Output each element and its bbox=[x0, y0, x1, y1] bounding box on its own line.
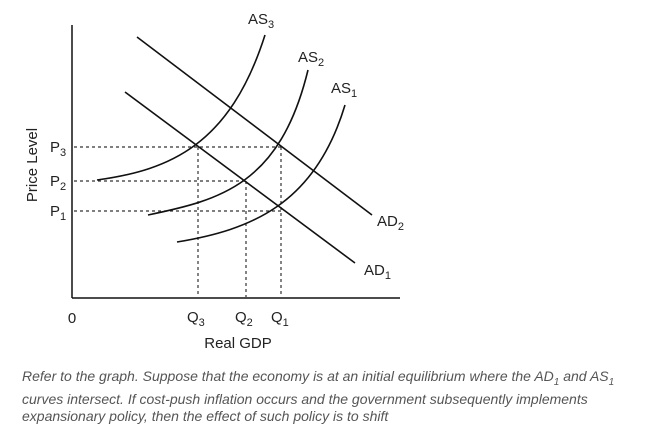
tick-sub: 2 bbox=[60, 181, 66, 193]
label-sub: 2 bbox=[318, 57, 324, 69]
tick-main: Q bbox=[235, 309, 247, 326]
label-main: AS bbox=[298, 49, 318, 66]
label-main: AD bbox=[364, 262, 385, 279]
ad2-curve bbox=[136, 36, 373, 216]
tick-sub: 1 bbox=[60, 211, 66, 223]
quantity-tick: Q1 bbox=[271, 309, 289, 329]
caption-text: curves intersect. If cost-push inflation… bbox=[22, 390, 588, 424]
diagram: Price Level Real GDP 0 P3 P2 P1 Q3 Q2 Q1… bbox=[24, 11, 404, 352]
tick-main: P bbox=[50, 139, 60, 156]
tick-sub: 3 bbox=[199, 317, 205, 329]
curve-label: AD2 bbox=[377, 213, 404, 233]
label-sub: 1 bbox=[351, 88, 357, 100]
caption-sub: 1 bbox=[608, 376, 615, 388]
ad1-curve bbox=[124, 91, 356, 264]
label-main: AS bbox=[331, 80, 351, 97]
label-sub: 1 bbox=[385, 270, 391, 282]
tick-sub: 2 bbox=[247, 317, 253, 329]
tick-sub: 1 bbox=[283, 317, 289, 329]
tick-sub: 3 bbox=[60, 147, 66, 159]
guides bbox=[74, 146, 282, 297]
curves bbox=[96, 34, 373, 264]
as2-curve bbox=[147, 69, 309, 216]
curve-label: AS2 bbox=[298, 49, 324, 69]
label-main: AS bbox=[248, 11, 268, 28]
tick-main: P bbox=[50, 203, 60, 220]
price-tick: P1 bbox=[50, 203, 66, 223]
tick-main: P bbox=[50, 173, 60, 190]
label-main: AD bbox=[377, 213, 398, 230]
label-sub: 2 bbox=[398, 221, 404, 233]
x-axis-label: Real GDP bbox=[204, 335, 272, 352]
curve-label: AS3 bbox=[248, 11, 274, 31]
as3-curve bbox=[96, 34, 266, 181]
quantity-tick: Q2 bbox=[235, 309, 253, 329]
curve-label: AS1 bbox=[331, 80, 357, 100]
curve-label: AD1 bbox=[364, 262, 391, 282]
as1-curve bbox=[176, 104, 346, 243]
caption-text: Refer to the graph. Suppose that the eco… bbox=[22, 368, 554, 384]
axes bbox=[71, 25, 400, 299]
y-axis-label: Price Level bbox=[24, 128, 41, 202]
caption-text: and AS bbox=[559, 368, 609, 384]
price-tick: P2 bbox=[50, 173, 66, 193]
label-sub: 3 bbox=[268, 19, 274, 31]
tick-main: Q bbox=[271, 309, 283, 326]
caption: Refer to the graph. Suppose that the eco… bbox=[22, 368, 642, 425]
caption-sub: 1 bbox=[553, 376, 560, 388]
tick-main: Q bbox=[187, 309, 199, 326]
quantity-tick: Q3 bbox=[187, 309, 205, 329]
price-tick: P3 bbox=[50, 139, 66, 159]
origin-label: 0 bbox=[68, 310, 76, 327]
